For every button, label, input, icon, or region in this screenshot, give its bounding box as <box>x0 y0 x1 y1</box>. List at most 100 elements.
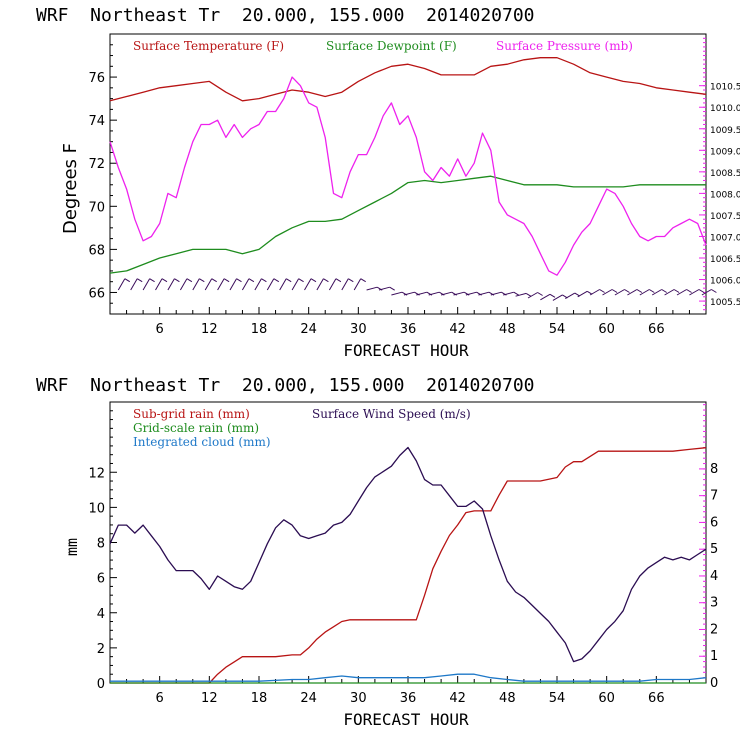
y-right-tick-label: 1008.0 <box>710 190 740 200</box>
x-tick-label: 54 <box>549 691 566 706</box>
top-x-axis-label: FORECAST HOUR <box>343 341 469 360</box>
x-tick-label: 24 <box>300 322 317 337</box>
wind-barb <box>565 292 576 300</box>
wind-barb <box>639 289 650 296</box>
wind-barb <box>167 278 175 291</box>
legend-grid-scale-rain: Grid-scale rain (mm) <box>133 421 259 435</box>
y-right-tick-label: 4 <box>710 569 718 584</box>
wind-barb-flag <box>124 278 131 283</box>
x-tick-label: 36 <box>400 691 417 706</box>
wind-barb-flag <box>360 278 366 283</box>
y-right-tick-label: 1005.5 <box>710 298 740 308</box>
y-left-tick-label: 12 <box>88 466 105 481</box>
wind-barb <box>353 278 362 291</box>
legend-surface-dewpoint: Surface Dewpoint (F) <box>326 39 457 53</box>
y-right-tick-label: 1010.0 <box>710 104 740 114</box>
x-tick-label: 42 <box>449 322 466 337</box>
wind-barb <box>490 291 502 296</box>
x-tick-label: 60 <box>598 691 615 706</box>
wind-barb-flag <box>624 289 630 293</box>
wind-barb <box>341 278 349 291</box>
legend-surface-temperature: Surface Temperature (F) <box>133 39 284 53</box>
wind-barb <box>614 289 625 296</box>
legend-integrated-cloud: Integrated cloud (mm) <box>133 435 271 449</box>
wind-barb-flag <box>698 289 705 293</box>
y-right-tick-label: 1010.5 <box>710 83 740 93</box>
wind-barb <box>254 278 262 291</box>
y-right-tick-label: 1007.0 <box>710 233 740 243</box>
wind-barb <box>391 291 403 296</box>
y-left-tick-label: 76 <box>88 71 105 86</box>
bottom-panel-header: WRF Northeast Tr 20.000, 155.000 2014020… <box>36 375 535 396</box>
x-tick-label: 18 <box>251 691 268 706</box>
y-left-tick-label: 6 <box>97 572 105 587</box>
x-tick-label: 12 <box>201 322 218 337</box>
wind-barb <box>577 290 588 298</box>
wind-barb-flag <box>323 278 329 283</box>
wind-barb-flag <box>649 289 655 293</box>
y-right-tick-label: 1009.0 <box>710 147 740 157</box>
top-series-layer <box>109 57 707 276</box>
wind-barb <box>366 286 378 291</box>
wind-barb-flag <box>174 278 180 283</box>
y-left-tick-label: 0 <box>97 677 105 692</box>
bottom-y-axis-label: mm <box>63 538 81 556</box>
wind-barb-flag <box>525 292 532 297</box>
wind-barb-flag <box>236 278 242 283</box>
wind-barb <box>403 291 415 296</box>
temperature-panel: WRF Northeast Tr 20.000, 155.000 2014020… <box>36 5 740 360</box>
x-tick-label: 6 <box>156 322 164 337</box>
y-right-tick-label: 2 <box>710 622 718 637</box>
y-right-tick-label: 5 <box>710 542 718 557</box>
wind-barb-flag <box>611 289 618 293</box>
x-tick-label: 42 <box>449 691 466 706</box>
y-left-tick-label: 4 <box>97 607 105 622</box>
wind-barb <box>651 289 662 296</box>
legend-sub-grid-rain: Sub-grid rain (mm) <box>133 407 250 421</box>
wind-barb <box>266 278 275 291</box>
wind-barb <box>217 278 225 291</box>
top-plot-frame <box>109 33 707 315</box>
wind-barb-flag <box>673 289 680 293</box>
legend-surface-pressure: Surface Pressure (mb) <box>496 39 633 53</box>
x-tick-label: 30 <box>350 691 367 706</box>
x-tick-label: 30 <box>350 322 367 337</box>
x-tick-label: 60 <box>598 322 615 337</box>
wind-barb <box>155 278 163 291</box>
wind-barb-flag <box>549 293 556 298</box>
y-left-tick-label: 74 <box>88 114 105 129</box>
bottom-series-layer <box>109 446 707 684</box>
wind-barb <box>453 291 465 296</box>
x-tick-label: 12 <box>201 691 218 706</box>
wind-barb <box>291 278 300 291</box>
x-tick-label: 48 <box>499 691 516 706</box>
y-right-tick-label: 8 <box>710 462 718 477</box>
wind-barb <box>304 278 312 291</box>
wind-barb <box>552 294 563 301</box>
bottom-left-axis: 0 2 4 6 8 10 12 <box>88 410 117 692</box>
wind-barb <box>416 291 428 296</box>
wind-barb-flag <box>537 292 543 296</box>
series-line-surface-pressure-mb <box>109 76 707 276</box>
x-tick-label: 24 <box>300 691 317 706</box>
wind-barb <box>503 291 514 296</box>
y-left-tick-label: 2 <box>97 642 105 657</box>
y-right-tick-label: 0 <box>710 676 718 691</box>
series-line-surface-wind-speed-m-s <box>109 446 707 663</box>
wind-barb <box>428 291 440 296</box>
wind-barb <box>279 278 287 291</box>
y-left-tick-label: 68 <box>88 243 105 258</box>
wind-barb-flag <box>248 278 255 283</box>
wind-barb-flag <box>310 278 317 283</box>
wind-barb-flag <box>261 278 267 283</box>
x-tick-label: 36 <box>400 322 417 337</box>
x-tick-label: 66 <box>648 322 665 337</box>
wind-barb-flag <box>136 278 143 283</box>
wind-barb <box>440 291 452 296</box>
wind-barb <box>540 293 551 301</box>
wind-barb-flag <box>186 278 193 283</box>
wind-barb <box>589 289 600 296</box>
wind-barb-flag <box>149 278 155 283</box>
wind-barb <box>664 289 675 296</box>
